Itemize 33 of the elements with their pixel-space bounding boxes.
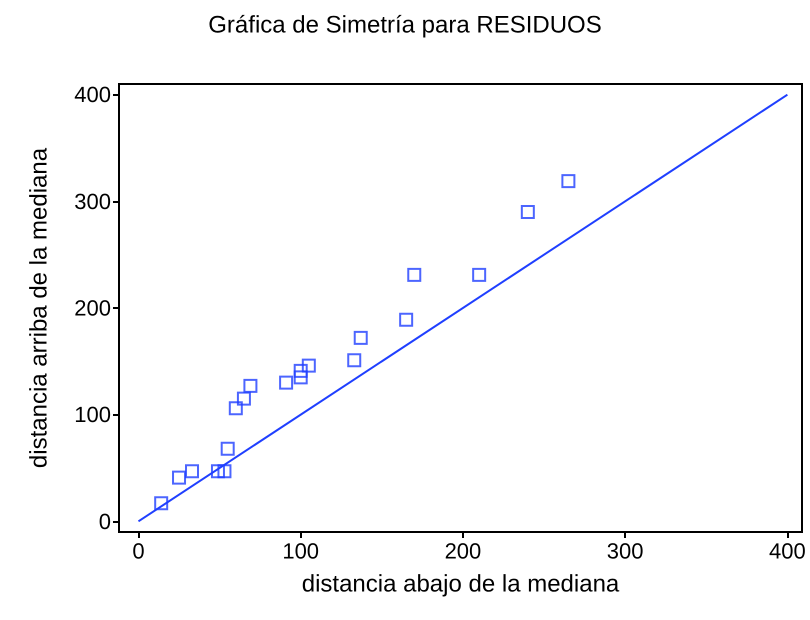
point — [407, 268, 422, 282]
x-tick-label: 0 — [132, 538, 145, 564]
point — [347, 353, 362, 368]
point — [302, 358, 316, 373]
point — [236, 392, 251, 406]
x-tick-label: 300 — [606, 538, 644, 564]
x-tick-label: 400 — [769, 538, 806, 564]
x-axis-title: distancia abajo de la mediana — [302, 570, 620, 598]
point — [172, 470, 186, 485]
y-tick-label: 0 — [98, 508, 111, 534]
y-axis-title: distancia arriba de la mediana — [26, 147, 52, 468]
point — [185, 464, 200, 478]
y-tick-label: 100 — [74, 402, 111, 428]
point — [217, 464, 232, 478]
point — [220, 442, 235, 456]
point — [228, 401, 243, 416]
point — [279, 376, 294, 390]
point — [399, 312, 414, 327]
point — [520, 205, 535, 219]
point — [294, 370, 308, 384]
point — [243, 378, 258, 393]
point — [154, 496, 168, 510]
y-tick-label: 300 — [74, 188, 111, 214]
x-tick-label: 100 — [282, 538, 320, 564]
point — [472, 268, 486, 282]
y-tick-label: 200 — [74, 296, 111, 320]
point — [210, 464, 225, 478]
point — [354, 330, 368, 345]
point — [561, 174, 576, 188]
chart-title: Gráfica de Simetría para RESIDUOS — [208, 12, 602, 38]
point — [294, 364, 308, 378]
y-tick-label: 400 — [74, 82, 111, 108]
x-tick-label: 200 — [444, 538, 482, 564]
